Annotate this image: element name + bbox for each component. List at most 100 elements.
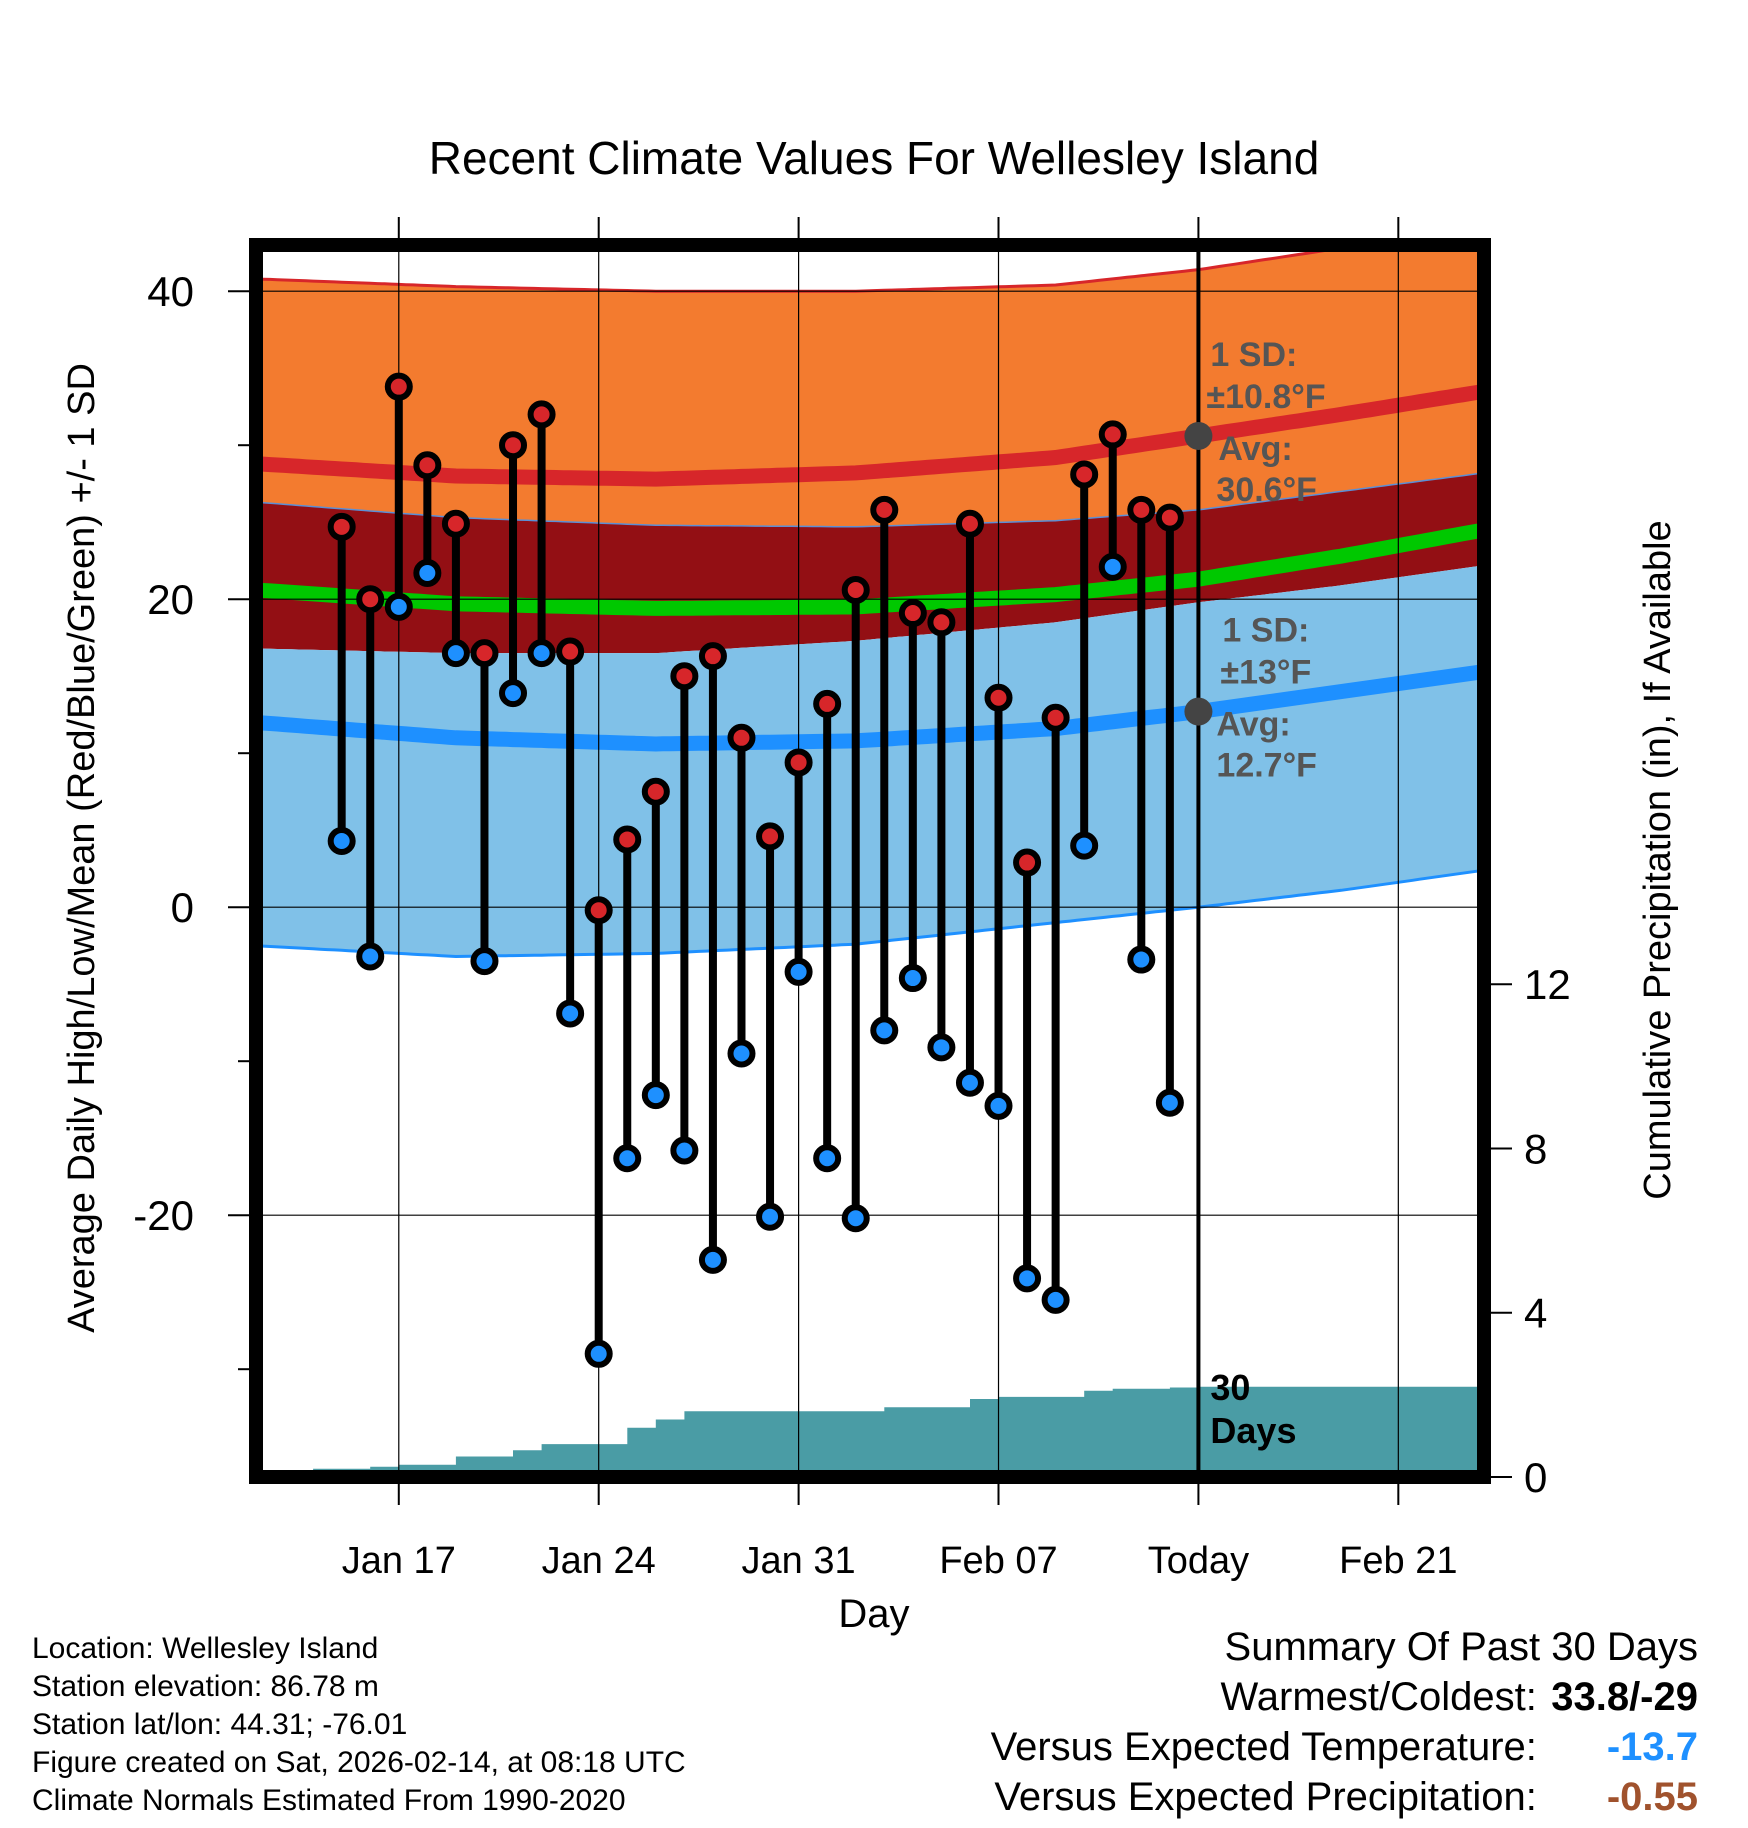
precip-area: [256, 1386, 1484, 1477]
low-sd-value: ±13°F: [1220, 654, 1311, 692]
daily-high-point: [527, 400, 556, 429]
daily-high-point: [1070, 460, 1099, 489]
x-tick-label: Jan 17: [342, 1540, 456, 1582]
daily-low-point: [841, 1204, 870, 1233]
daily-high-point: [584, 896, 613, 925]
daily-low-point: [1070, 831, 1099, 860]
daily-high-point: [756, 822, 785, 851]
daily-high-point: [470, 639, 499, 668]
low-lower-line: [256, 868, 1484, 959]
daily-low-point: [1155, 1088, 1184, 1117]
daily-low-point: [327, 826, 356, 855]
daily-low-point: [698, 1245, 727, 1274]
daily-low-point: [927, 1033, 956, 1062]
precip-value: -0.55: [1606, 1775, 1698, 1819]
low-avg-label: Avg:: [1216, 706, 1290, 744]
x-tick-label: Today: [1148, 1540, 1249, 1582]
x-tick-label: Jan 31: [742, 1540, 856, 1582]
daily-high-point: [499, 431, 528, 460]
daily-high-point: [384, 372, 413, 401]
station-info: Location: Wellesley Island Station eleva…: [32, 1630, 686, 1820]
daily-high-point: [641, 777, 670, 806]
elevation-text: Station elevation: 86.78 m: [32, 1670, 379, 1703]
high-avg-label: Avg:: [1218, 430, 1292, 468]
daily-low-point: [727, 1039, 756, 1068]
daily-high-point: [955, 509, 984, 538]
daily-high-point: [727, 723, 756, 752]
daily-low-point: [1041, 1285, 1070, 1314]
daily-high-point: [927, 608, 956, 637]
y2-tick-label: 0: [1524, 1454, 1547, 1501]
daily-low-point: [955, 1068, 984, 1097]
daily-high-point: [813, 689, 842, 718]
summary-temp: Versus Expected Temperature: -13.7: [991, 1722, 1698, 1772]
temp-label: Versus Expected Temperature:: [990, 1725, 1537, 1769]
daily-low-point: [870, 1016, 899, 1045]
summary-warm-cold: Warmest/Coldest: 33.8/-29: [991, 1672, 1699, 1722]
location-text: Location: Wellesley Island: [32, 1632, 379, 1665]
low-sd-label: 1 SD:: [1222, 612, 1309, 650]
latlon-text: Station lat/lon: 44.31; -76.01: [32, 1708, 408, 1741]
y2-tick-label: 4: [1524, 1290, 1547, 1337]
y-axis-label: Average Daily High/Low/Mean (Red/Blue/Gr…: [61, 363, 103, 1333]
precip-label: Versus Expected Precipitation:: [994, 1775, 1537, 1819]
daily-high-point: [556, 637, 585, 666]
daily-low-point: [1013, 1264, 1042, 1293]
high-sd-label: 1 SD:: [1210, 336, 1297, 374]
daily-low-point: [1098, 552, 1127, 581]
daily-low-point: [499, 679, 528, 708]
daily-low-point: [784, 957, 813, 986]
today-high-avg-marker: [1184, 421, 1213, 450]
y-tick-label: 40: [147, 268, 194, 315]
daily-high-point: [1013, 848, 1042, 877]
daily-low-point: [413, 559, 442, 588]
daily-high-point: [670, 662, 699, 691]
daily-high-point: [413, 451, 442, 480]
y-tick-label: -20: [133, 1192, 194, 1239]
daily-low-point: [1127, 945, 1156, 974]
y-tick-label: 20: [147, 576, 194, 623]
created-text: Figure created on Sat, 2026-02-14, at 08…: [32, 1746, 686, 1779]
daily-high-point: [698, 642, 727, 671]
daily-high-point: [356, 585, 385, 614]
chart-title: Recent Climate Values For Wellesley Isla…: [429, 132, 1320, 184]
high-mean-line: [256, 383, 1484, 487]
x-tick-label: Feb 07: [939, 1540, 1057, 1582]
summary-precip: Versus Expected Precipitation: -0.55: [991, 1772, 1698, 1822]
daily-high-point: [441, 509, 470, 538]
daily-high-point: [327, 512, 356, 541]
daily-high-point: [784, 748, 813, 777]
daily-low-point: [527, 639, 556, 668]
y2-tick-label: 12: [1524, 961, 1571, 1008]
window-label-number: 30: [1210, 1367, 1250, 1408]
daily-low-point: [613, 1144, 642, 1173]
daily-high-point: [870, 495, 899, 524]
daily-low-point: [898, 964, 927, 993]
daily-high-point: [1098, 420, 1127, 449]
high-sd-value: ±10.8°F: [1206, 378, 1325, 416]
high-sd-band: [256, 245, 1484, 527]
x-tick-label: Jan 24: [542, 1540, 656, 1582]
temp-value: -13.7: [1606, 1725, 1698, 1769]
low-avg-value: 12.7°F: [1216, 747, 1317, 785]
window-label-unit: Days: [1210, 1410, 1296, 1451]
y-tick-label: 0: [171, 884, 194, 931]
daily-high-point: [1041, 703, 1070, 732]
axes: -20 0 20 40 0 4 8 12 Jan 17 Jan 24 Jan 31 Feb 07 Tod…: [133, 217, 1571, 1582]
daily-low-point: [670, 1136, 699, 1165]
today-low-avg-marker: [1184, 697, 1213, 726]
daily-low-point: [984, 1091, 1013, 1120]
daily-high-point: [898, 599, 927, 628]
daily-low-point: [441, 639, 470, 668]
daily-low-point: [384, 592, 413, 621]
daily-high-point: [613, 825, 642, 854]
warm-cold-value: 33.8/-29: [1551, 1675, 1698, 1719]
daily-low-point: [756, 1202, 785, 1231]
daily-low-point: [356, 942, 385, 971]
daily-low-point: [470, 947, 499, 976]
daily-high-point: [841, 575, 870, 604]
x-axis-label: Day: [838, 1592, 909, 1636]
